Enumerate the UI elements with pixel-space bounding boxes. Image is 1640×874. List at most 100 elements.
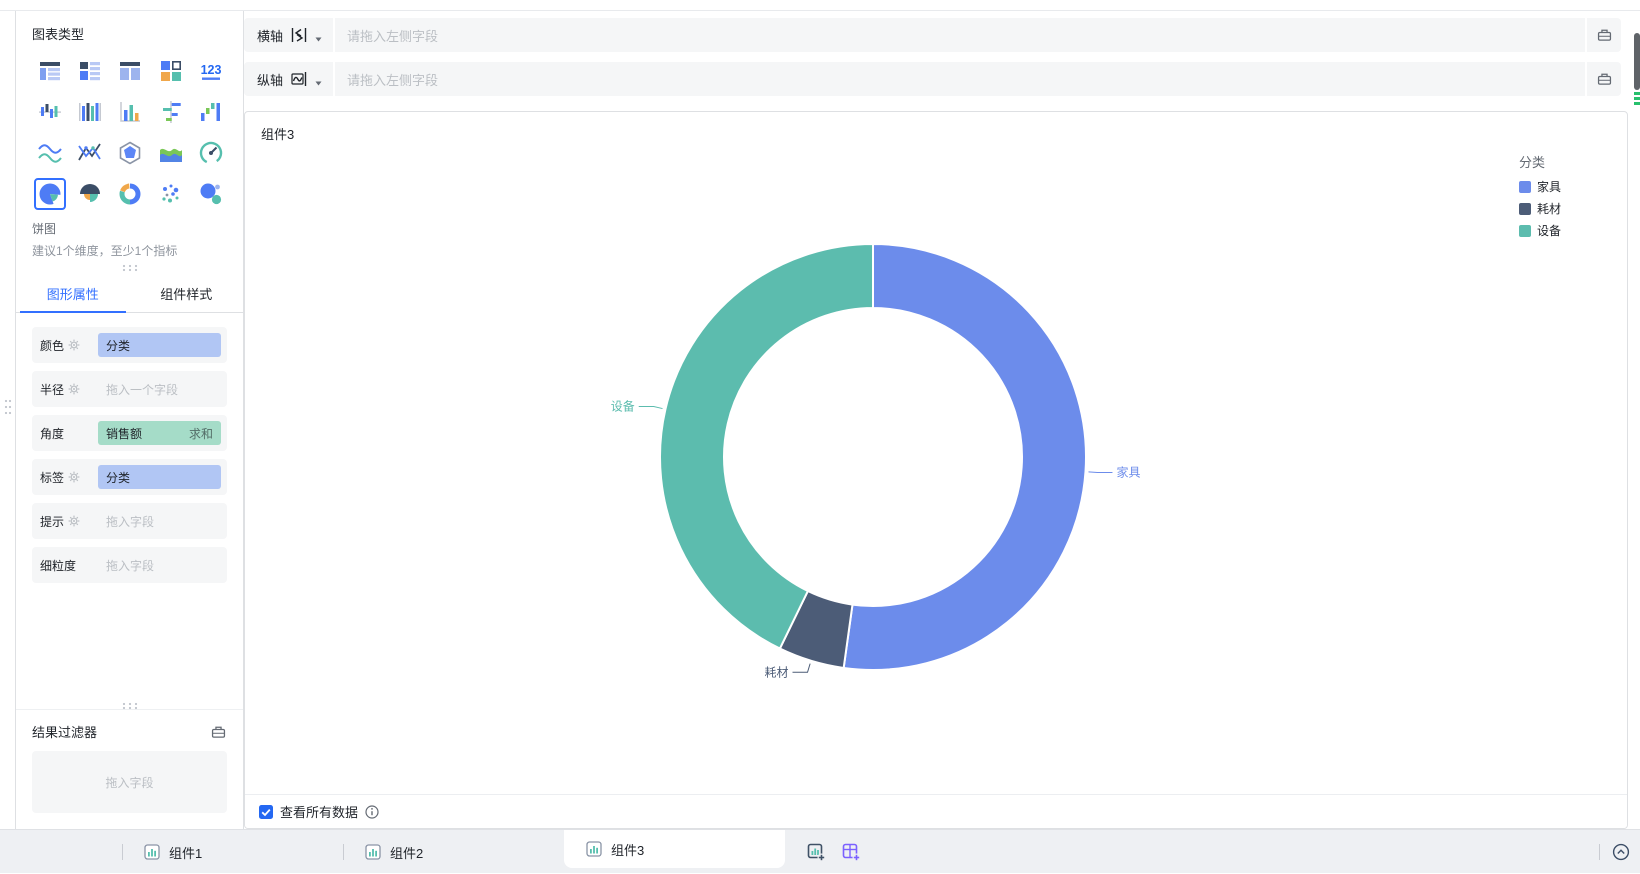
view-all-data-checkbox[interactable] — [259, 804, 273, 819]
tab-divider — [343, 844, 344, 860]
chart-type-radar-icon[interactable] — [114, 137, 146, 169]
result-filter-dropzone[interactable]: 拖入字段 — [32, 751, 227, 813]
prop-label-granularity: 细粒度 — [40, 558, 77, 573]
vertical-axis-dropzone[interactable]: 请拖入左侧字段 — [335, 62, 1585, 96]
scrollbar-highlight-mark — [1634, 92, 1640, 95]
collapse-panel-button[interactable] — [1612, 843, 1630, 861]
vertical-axis-head[interactable]: 纵轴 — [244, 62, 333, 96]
result-filter-placeholder: 拖入字段 — [105, 775, 154, 790]
prop-label-color: 颜色 — [40, 338, 65, 353]
chart-type-card-grid-icon[interactable] — [155, 55, 187, 87]
chart-canvas-column: 横轴 请拖入左侧字段 — [244, 11, 1640, 829]
prop-row-granularity: 细粒度 拖入字段 — [32, 547, 227, 583]
chart-type-bar-waterfall-icon[interactable] — [195, 96, 227, 128]
chart-type-line-mix-icon[interactable] — [74, 137, 106, 169]
chart-type-table-pivot-icon[interactable] — [114, 55, 146, 87]
prop-label-label: 标签 — [40, 470, 65, 485]
chart-config-sidebar: 图表类型 123 饼图 建议1个维度，至少1个指标 图形属性 组件样式 颜色 分类半… — [16, 11, 244, 829]
chart-type-bar-basic-icon[interactable] — [114, 96, 146, 128]
svg-text:123: 123 — [200, 63, 221, 77]
field-chip-text: 销售额 — [106, 426, 143, 441]
field-chip-color[interactable]: 分类 — [98, 333, 221, 357]
vertical-axis-filter-button[interactable] — [1587, 62, 1621, 96]
slice-label-leader-line — [638, 406, 663, 410]
tab-divider — [122, 844, 123, 860]
info-icon[interactable] — [365, 804, 379, 819]
horizontal-axis-filter-button[interactable] — [1587, 18, 1621, 52]
chart-type-bubble-icon[interactable] — [195, 178, 227, 210]
legend-swatch — [1518, 202, 1531, 215]
worksheet-tabs: 组件1 组件2 组件3 — [122, 830, 785, 874]
view-chart-icon — [144, 844, 160, 860]
section-resize-handle[interactable] — [16, 259, 243, 274]
selected-chart-type-label: 饼图 — [32, 222, 57, 236]
tab-bar-divider — [1599, 844, 1600, 860]
tab-component-style[interactable]: 组件样式 — [160, 287, 213, 302]
filter-icon[interactable] — [210, 724, 227, 740]
chart-type-pie-icon[interactable] — [34, 178, 67, 210]
measure-axis-icon — [289, 70, 309, 88]
gear-icon[interactable] — [68, 339, 80, 351]
field-chip-label[interactable]: 分类 — [98, 465, 221, 489]
chart-type-line-icon[interactable] — [34, 137, 66, 169]
horizontal-axis-head[interactable]: 横轴 — [244, 18, 333, 52]
chart-type-bar-grouped-icon[interactable] — [34, 96, 66, 128]
prop-dropzone-granularity[interactable]: 拖入字段 — [106, 558, 155, 573]
chart-title: 组件3 — [261, 127, 295, 142]
chevron-down-icon[interactable] — [315, 37, 322, 42]
legend-item-0[interactable]: 家具 — [1518, 178, 1561, 195]
prop-row-radius: 半径 拖入一个字段 — [32, 371, 227, 407]
field-chip-text: 分类 — [106, 470, 131, 485]
scrollbar-highlight-mark — [1634, 102, 1640, 105]
slice-label-1: 耗材 — [765, 665, 789, 679]
legend-item-2[interactable]: 设备 — [1518, 222, 1561, 239]
prop-row-color: 颜色 分类 — [32, 327, 227, 363]
worksheet-tab-1[interactable]: 组件1 — [122, 830, 343, 874]
prop-row-tooltip: 提示 拖入字段 — [32, 503, 227, 539]
chart-type-pie-rose-icon[interactable] — [74, 178, 106, 210]
prop-dropzone-radius[interactable]: 拖入一个字段 — [106, 382, 179, 397]
slice-label-0: 家具 — [1116, 465, 1140, 480]
chart-type-gauge-icon[interactable] — [195, 137, 227, 169]
gear-icon[interactable] — [68, 471, 80, 483]
panel-spacer — [16, 583, 243, 709]
chart-type-title: 图表类型 — [32, 27, 85, 42]
worksheet-tab-3[interactable]: 组件3 — [564, 830, 785, 868]
chart-type-pie-donut-icon[interactable] — [114, 178, 146, 210]
panel-resize-handle[interactable] — [4, 399, 12, 420]
prop-dropzone-tooltip[interactable]: 拖入字段 — [106, 514, 155, 529]
chart-type-scatter-icon[interactable] — [155, 178, 187, 210]
chevron-down-icon[interactable] — [315, 81, 322, 86]
gear-icon[interactable] — [68, 383, 80, 395]
filter-section-resize-handle[interactable] — [16, 702, 243, 710]
legend-item-1[interactable]: 耗材 — [1518, 200, 1561, 217]
worksheet-tab-2[interactable]: 组件2 — [343, 830, 564, 874]
prop-label-tooltip: 提示 — [40, 514, 65, 529]
view-chart-icon — [586, 841, 602, 857]
chart-type-area-icon[interactable] — [155, 137, 187, 169]
field-chip-angle[interactable]: 销售额 求和 — [98, 421, 221, 445]
chart-type-bar-stacked-icon[interactable] — [74, 96, 106, 128]
field-chip-aggregation[interactable]: 求和 — [188, 426, 213, 441]
chart-type-number-card-icon[interactable]: 123 — [195, 55, 227, 87]
worksheet-tab-bar: 组件1 组件2 组件3 — [0, 829, 1640, 873]
prop-label-group-tooltip: 提示 — [40, 513, 98, 530]
view-all-data-row: 查看所有数据 — [245, 794, 1627, 828]
add-view-button[interactable] — [807, 843, 826, 862]
chart-type-bar-horizontal-icon[interactable] — [155, 96, 187, 128]
legend-label: 设备 — [1536, 224, 1561, 238]
add-table-button[interactable] — [842, 843, 861, 862]
tab-graph-properties[interactable]: 图形属性 — [16, 274, 130, 313]
chart-type-table-group-icon[interactable] — [74, 55, 106, 87]
browser-scrollbar-thumb[interactable] — [1634, 33, 1640, 90]
horizontal-axis-dropzone[interactable]: 请拖入左侧字段 — [335, 18, 1585, 52]
prop-label-angle: 角度 — [40, 426, 65, 441]
pie-slice-2[interactable] — [659, 242, 874, 650]
pie-slice-0[interactable] — [842, 242, 1087, 671]
result-filter-header: 结果过滤器 — [16, 710, 243, 749]
prop-label-group-granularity: 细粒度 — [40, 557, 98, 574]
view-all-data-label: 查看所有数据 — [280, 805, 359, 820]
gear-icon[interactable] — [68, 515, 80, 527]
chart-type-table-detail-icon[interactable] — [34, 55, 66, 87]
